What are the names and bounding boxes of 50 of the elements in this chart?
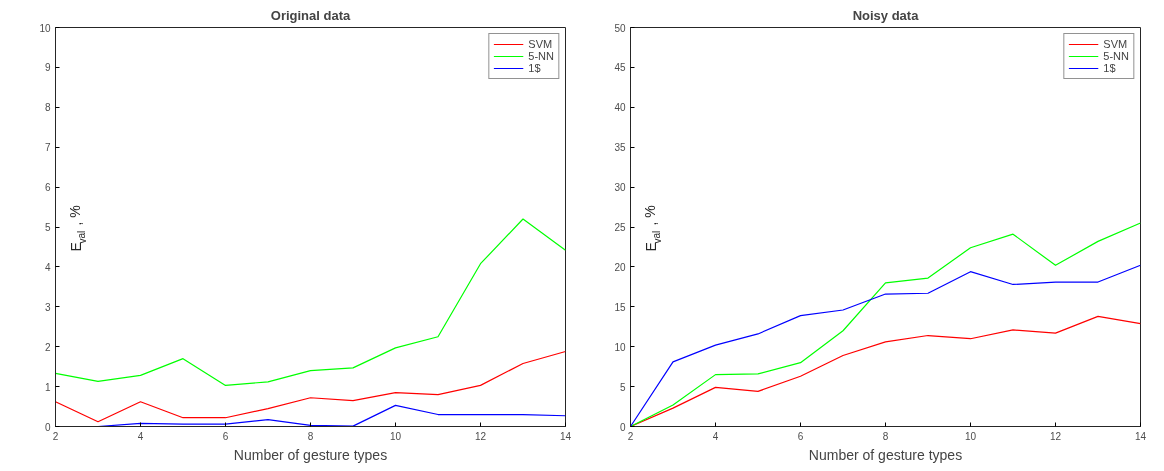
legend-label: 1$: [1103, 62, 1117, 74]
x-tick-label: 10: [389, 430, 402, 442]
y-tick-label: 6: [44, 182, 51, 194]
legend-label: SVM: [1103, 38, 1128, 50]
y-tick-label: 9: [44, 62, 51, 74]
y-tick-label: 50: [614, 22, 626, 34]
y-tick-label: 10: [39, 22, 51, 34]
legend-label: 1$: [528, 62, 542, 74]
y-tick-label: 15: [614, 301, 626, 313]
line-series: [55, 350, 566, 423]
legend-label: SVM: [528, 38, 553, 50]
y-axis-title: Eval, %: [67, 205, 88, 252]
y-tick-label: 10: [614, 341, 626, 353]
x-tick-label: 6: [797, 430, 804, 442]
y-tick-label: 0: [619, 421, 626, 433]
chart-title: Noisy data: [852, 7, 920, 23]
x-tick-label: 12: [474, 430, 487, 442]
legend-label: 5-NN: [1103, 50, 1129, 62]
y-tick-label: 1: [44, 381, 51, 393]
y-tick-label: 0: [44, 421, 51, 433]
y-tick-label: 2: [44, 341, 51, 353]
legend-label: 5-NN: [528, 50, 554, 62]
y-tick-label: 35: [614, 142, 626, 154]
x-tick-label: 10: [964, 430, 977, 442]
y-tick-label: 25: [614, 222, 626, 233]
y-tick-label: 3: [44, 301, 51, 313]
y-tick-label: 30: [614, 182, 626, 194]
x-tick-label: 12: [1049, 430, 1062, 442]
line-series: [55, 218, 566, 386]
x-tick-label: 2: [627, 430, 634, 442]
x-tick-label: 2: [52, 430, 59, 442]
x-axis-title: Number of gesture types: [808, 446, 963, 463]
x-tick-label: 14: [1134, 430, 1147, 442]
y-tick-label: 5: [44, 222, 51, 233]
x-tick-label: 4: [712, 430, 719, 442]
x-tick-label: 6: [222, 430, 229, 442]
x-tick-label: 4: [137, 430, 144, 442]
y-tick-label: 4: [44, 261, 51, 273]
y-tick-label: 5: [619, 381, 626, 393]
y-axis-title: Eval, %: [642, 205, 663, 252]
x-axis-title: Number of gesture types: [233, 446, 388, 463]
y-tick-label: 40: [614, 102, 626, 114]
y-tick-label: 20: [614, 261, 626, 273]
x-tick-label: 8: [307, 430, 314, 442]
x-tick-label: 8: [882, 430, 889, 442]
y-tick-label: 7: [44, 142, 51, 154]
y-tick-label: 45: [614, 62, 626, 74]
x-tick-label: 14: [559, 430, 572, 442]
chart-title: Original data: [270, 7, 351, 23]
y-tick-label: 8: [44, 102, 51, 114]
